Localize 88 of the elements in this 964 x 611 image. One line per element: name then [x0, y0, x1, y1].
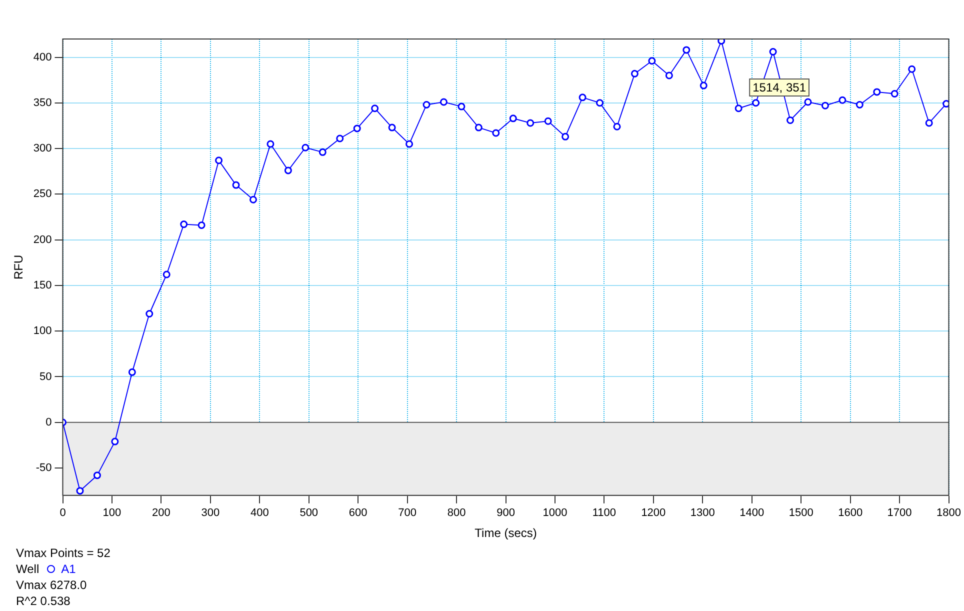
y-tick-label: 100	[33, 325, 52, 338]
point	[266, 140, 274, 148]
y-tick-label: 350	[33, 96, 52, 109]
point	[838, 96, 846, 104]
x-tick-label: 1500	[788, 507, 814, 520]
point	[856, 100, 864, 108]
x-tick-label: 1400	[740, 507, 764, 520]
point	[249, 196, 257, 204]
y-tick-label: 200	[33, 234, 52, 246]
point	[821, 102, 829, 110]
x-tick-label: 1700	[887, 507, 912, 520]
x-tick-label: 500	[300, 507, 318, 520]
point	[630, 70, 638, 78]
x-tick-label: 400	[250, 507, 269, 520]
x-tick-label: 1300	[690, 507, 715, 520]
point	[526, 119, 534, 127]
point	[284, 166, 292, 174]
x-tick-label: 600	[348, 507, 368, 520]
x-tick-label: 1000	[542, 507, 568, 520]
y-tick-label: 50	[40, 370, 52, 383]
point	[353, 124, 361, 132]
point	[146, 310, 154, 318]
point	[492, 129, 500, 137]
point	[786, 116, 794, 124]
point	[76, 487, 84, 495]
text: Vmax Points = 52	[16, 545, 110, 561]
point	[648, 57, 656, 65]
point	[458, 102, 466, 110]
y-tick-label: -50	[36, 462, 52, 474]
point	[232, 181, 240, 189]
y-axis-title: RFU	[12, 254, 26, 280]
y-tick-label: 300	[33, 142, 52, 155]
point	[474, 124, 482, 132]
point	[873, 88, 881, 96]
point	[128, 368, 136, 376]
text: Vmax 6278.0	[16, 577, 88, 593]
point	[302, 144, 310, 152]
point	[596, 99, 604, 107]
point	[752, 99, 760, 107]
x-tick-label: 100	[102, 507, 122, 520]
annotation: 1514, 351	[752, 80, 806, 94]
point	[422, 100, 430, 108]
x-tick-label: 300	[201, 507, 220, 520]
point	[804, 98, 812, 106]
x-tick-label: 0	[60, 507, 66, 520]
x-tick-label: 1800	[936, 507, 962, 520]
point	[162, 270, 170, 278]
point	[198, 221, 206, 229]
point	[318, 148, 326, 156]
x-tick-label: 1200	[641, 507, 666, 520]
y-tick-label: 150	[33, 279, 52, 292]
y-tick-label: 0	[46, 416, 52, 428]
point	[613, 122, 621, 130]
y-tick-label: 400	[33, 51, 52, 64]
text: R^2 0.538	[16, 593, 72, 609]
point	[665, 72, 673, 80]
legend-title: Well	[16, 562, 40, 576]
point	[908, 65, 916, 73]
point	[562, 132, 570, 140]
point	[440, 98, 448, 106]
point	[180, 220, 188, 228]
point	[93, 472, 101, 480]
x-tick-label: 700	[398, 507, 416, 520]
point	[215, 156, 223, 164]
point	[890, 90, 898, 98]
point	[769, 48, 777, 56]
point	[371, 104, 379, 112]
point	[336, 134, 344, 142]
point	[111, 438, 119, 446]
point	[734, 104, 742, 112]
x-tick-label: 800	[447, 507, 466, 520]
point	[406, 140, 414, 148]
point	[942, 100, 949, 108]
x-tick-label: 900	[496, 507, 515, 520]
point	[388, 124, 396, 132]
point	[509, 114, 517, 122]
point	[682, 46, 690, 54]
point	[925, 119, 933, 127]
x-axis-title: Time (secs)	[474, 526, 537, 540]
point	[578, 94, 586, 102]
x-tick-label: 1600	[838, 507, 863, 520]
legend-label: A1	[61, 562, 76, 576]
point	[700, 82, 708, 90]
point	[718, 39, 726, 45]
x-tick-label: 1100	[592, 507, 616, 520]
point	[544, 117, 552, 125]
x-tick-label: 200	[152, 507, 170, 520]
y-tick-label: 250	[33, 188, 52, 200]
